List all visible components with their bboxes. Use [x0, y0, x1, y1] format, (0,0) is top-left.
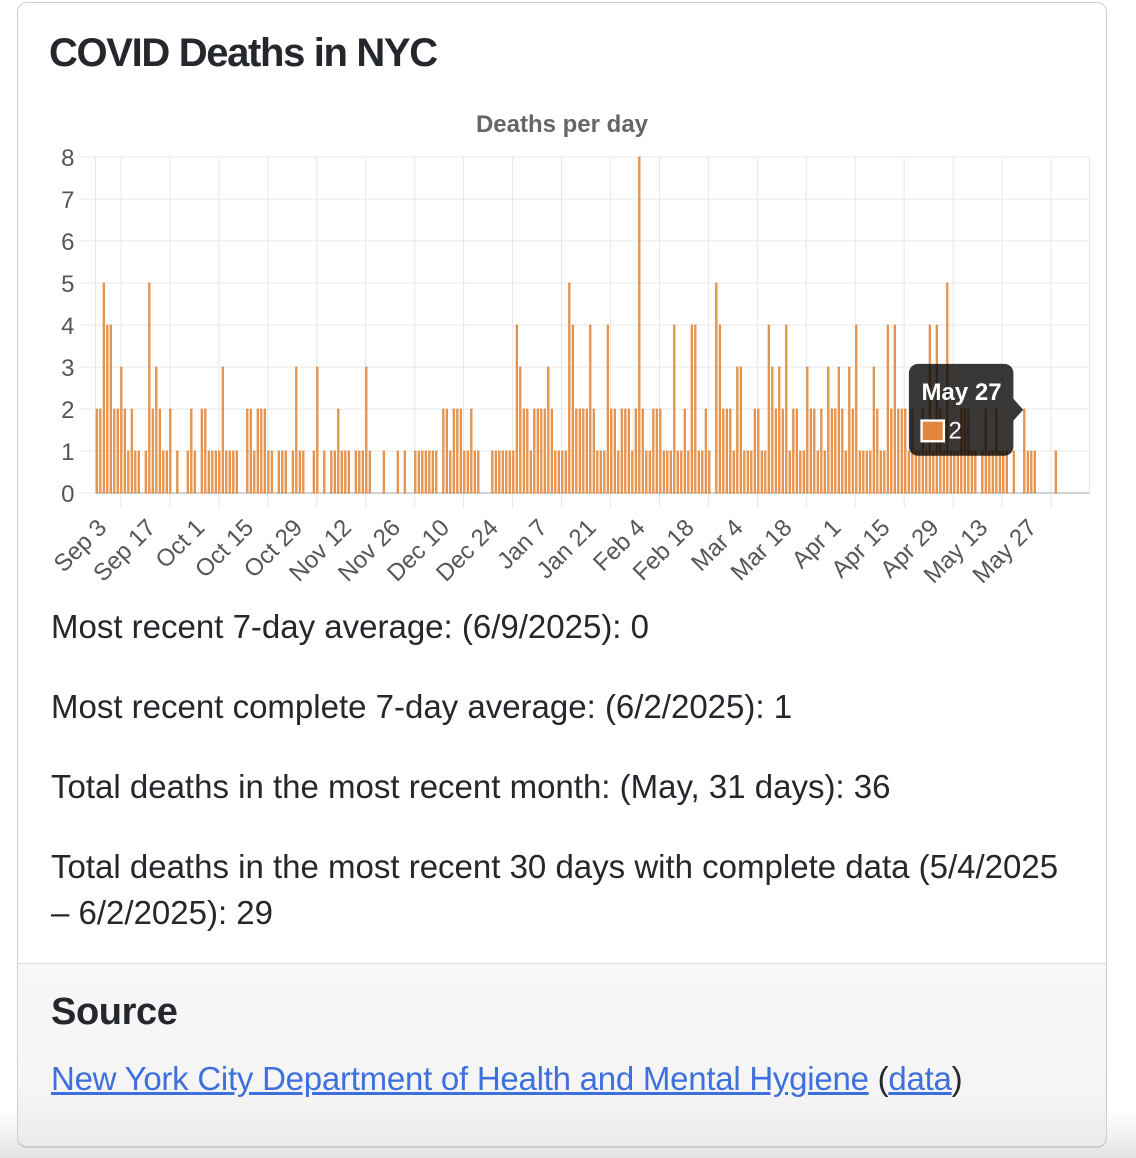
svg-text:1: 1 [61, 439, 74, 466]
svg-text:5: 5 [61, 271, 74, 298]
svg-text:6: 6 [61, 229, 74, 256]
svg-text:2: 2 [949, 418, 962, 445]
svg-text:8: 8 [61, 145, 74, 172]
svg-text:2: 2 [61, 397, 74, 424]
svg-text:Deaths per day: Deaths per day [476, 111, 649, 138]
svg-text:May 27: May 27 [922, 379, 1002, 406]
svg-text:0: 0 [61, 481, 74, 508]
svg-text:4: 4 [61, 313, 74, 340]
svg-text:3: 3 [61, 355, 74, 382]
svg-text:7: 7 [61, 187, 74, 214]
